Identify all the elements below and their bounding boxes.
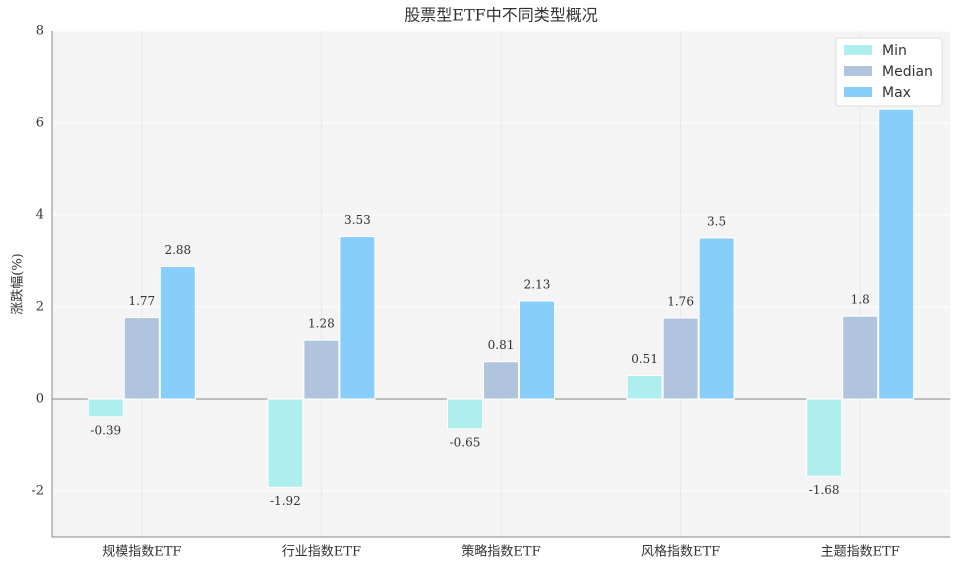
legend-label: Median (882, 64, 933, 80)
data-label: 0.81 (488, 338, 515, 352)
y-axis-label: 涨跌幅(%) (10, 253, 26, 315)
bar (662, 317, 699, 400)
bar (483, 361, 519, 400)
data-label: 1.8 (851, 293, 870, 307)
bar (87, 398, 124, 418)
data-label: 1.28 (308, 317, 335, 331)
data-label: 0.51 (631, 352, 658, 366)
data-label: 1.77 (128, 294, 155, 308)
bar (339, 236, 376, 400)
x-tick-label: 策略指数ETF (461, 544, 540, 560)
data-label: -1.68 (809, 483, 840, 497)
x-tick-label: 规模指数ETF (102, 545, 181, 560)
bar (842, 315, 879, 400)
bar (626, 375, 663, 400)
x-tick-label: 行业指数ETF (282, 545, 361, 560)
y-tick-label: 8 (36, 24, 44, 39)
data-label: -0.65 (450, 435, 481, 449)
y-tick-label: 6 (36, 116, 44, 131)
bar (447, 398, 483, 430)
legend-label: Max (882, 85, 911, 101)
bar (159, 266, 196, 400)
y-tick-label: 4 (36, 208, 44, 223)
bar (878, 108, 915, 400)
legend-swatch (844, 66, 872, 76)
bar (267, 398, 304, 488)
chart-title: 股票型ETF中不同类型概况 (404, 6, 597, 25)
bar (698, 237, 735, 400)
x-tick-label: 风格指数ETF (641, 544, 720, 560)
data-label: 3.53 (344, 213, 371, 227)
bar (123, 317, 160, 400)
data-label: 2.88 (164, 243, 191, 257)
legend-swatch (844, 87, 872, 97)
data-label: 3.5 (707, 215, 726, 229)
bar (303, 339, 340, 400)
x-tick-label: 主题指数ETF (821, 545, 900, 560)
data-label: 2.13 (524, 278, 551, 292)
legend-swatch (844, 45, 872, 55)
y-tick-label: -2 (31, 484, 44, 499)
bar (519, 300, 555, 400)
y-tick-label: 0 (36, 392, 44, 407)
bar (806, 398, 843, 477)
y-tick-label: 2 (36, 300, 44, 315)
data-label: -1.92 (270, 494, 301, 508)
data-label: -0.39 (90, 423, 121, 437)
legend-label: Min (882, 43, 907, 59)
data-label: 1.76 (667, 295, 694, 309)
